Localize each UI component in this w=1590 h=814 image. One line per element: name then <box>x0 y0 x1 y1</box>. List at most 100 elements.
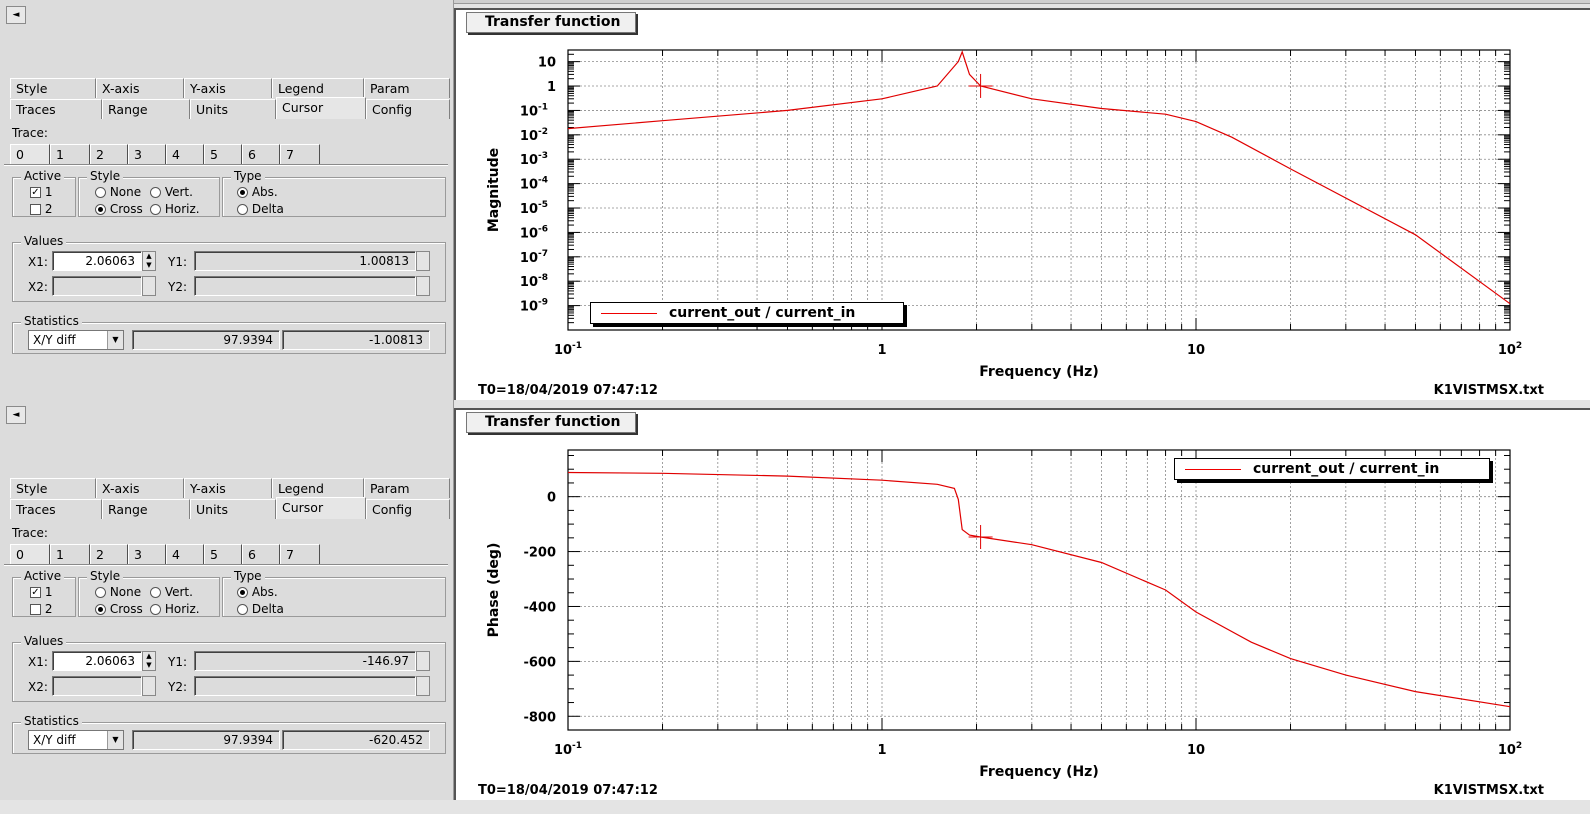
active-title: Active <box>21 169 65 183</box>
x1-stepper[interactable]: ▲ ▼ <box>142 251 156 271</box>
statistics-mode-select[interactable]: X/Y diff ▼ <box>28 730 124 750</box>
trace-tab-1[interactable]: 1 <box>50 544 90 564</box>
tab-param[interactable]: Param <box>364 78 450 98</box>
statistics-value-2: -620.452 <box>282 730 430 750</box>
tab-cursor[interactable]: Cursor <box>276 97 366 119</box>
active-1-label: 1 <box>44 185 53 199</box>
phase-chart[interactable]: 10-1 1 10 102 0 -200 -400 -600 -800 Frequency (Hz… <box>456 410 1590 800</box>
statistics-title: Statistics <box>21 714 82 728</box>
tab-y-axis[interactable]: Y-axis <box>184 478 272 498</box>
trace-tab-6[interactable]: 6 <box>242 544 280 564</box>
y2-field[interactable] <box>194 276 416 296</box>
style-vert-radio[interactable]: Vert. <box>150 185 193 199</box>
plot-pad-0[interactable]: Transfer function 10-1 1 10 102 10 1 10-1 10-2 1… <box>454 8 1590 400</box>
y-tick-label: 10-8 <box>520 273 548 290</box>
tab-y-axis[interactable]: Y-axis <box>184 78 272 98</box>
y1-stepper[interactable] <box>416 251 430 271</box>
trace-tab-3[interactable]: 3 <box>128 144 166 164</box>
y-tick-label: 10-3 <box>520 151 548 168</box>
trace-tab-4[interactable]: 4 <box>166 144 204 164</box>
trace-tab-1[interactable]: 1 <box>50 144 90 164</box>
y2-field[interactable] <box>194 676 416 696</box>
trace-tab-5[interactable]: 5 <box>204 544 242 564</box>
trace-tab-5[interactable]: 5 <box>204 144 242 164</box>
y1-field[interactable]: -146.97 <box>194 651 416 671</box>
trace-tab-2[interactable]: 2 <box>90 544 128 564</box>
trace-tab-bar: 0 1 2 3 4 5 6 7 <box>10 544 320 564</box>
trace-tab-7[interactable]: 7 <box>280 544 320 564</box>
y2-stepper[interactable] <box>416 676 430 696</box>
radio-selected-icon <box>95 204 106 215</box>
y1-field[interactable]: 1.00813 <box>194 251 416 271</box>
plot-row-1: ◄ Style X-axis Y-axis Legend Param Trace… <box>0 400 1590 800</box>
tab-traces[interactable]: Traces <box>10 499 102 519</box>
trace-tab-3[interactable]: 3 <box>128 544 166 564</box>
tab-units[interactable]: Units <box>190 99 276 119</box>
style-cross-radio[interactable]: Cross <box>95 602 143 616</box>
active-1-checkbox[interactable]: ✓ 1 <box>30 185 52 199</box>
trace-tab-7[interactable]: 7 <box>280 144 320 164</box>
tab-x-axis[interactable]: X-axis <box>96 478 184 498</box>
statistics-value-1: 97.9394 <box>132 730 280 750</box>
check-icon: ✓ <box>30 587 41 598</box>
style-horiz-radio[interactable]: Horiz. <box>150 202 200 216</box>
tab-config[interactable]: Config <box>366 99 450 119</box>
x-tick-label: 10 <box>1187 743 1205 758</box>
magnitude-chart[interactable]: 10-1 1 10 102 10 1 10-1 10-2 10-3 10-4 10-5 10-6 10-… <box>456 10 1590 400</box>
collapse-icon[interactable]: ◄ <box>6 406 26 424</box>
tab-cursor[interactable]: Cursor <box>276 497 366 519</box>
tab-param[interactable]: Param <box>364 478 450 498</box>
style-cross-label: Cross <box>109 202 143 216</box>
active-2-checkbox[interactable]: 2 <box>30 202 52 216</box>
type-delta-radio[interactable]: Delta <box>237 202 284 216</box>
active-1-checkbox[interactable]: ✓ 1 <box>30 585 52 599</box>
type-abs-radio[interactable]: Abs. <box>237 185 278 199</box>
tab-legend[interactable]: Legend <box>272 478 364 498</box>
tab-units[interactable]: Units <box>190 499 276 519</box>
tab-style[interactable]: Style <box>10 478 96 498</box>
trace-tab-2[interactable]: 2 <box>90 144 128 164</box>
tab-legend[interactable]: Legend <box>272 78 364 98</box>
style-horiz-label: Horiz. <box>164 202 200 216</box>
x1-stepper[interactable]: ▲ ▼ <box>142 651 156 671</box>
x2-field[interactable] <box>52 676 142 696</box>
y2-stepper[interactable] <box>416 276 430 296</box>
style-none-radio[interactable]: None <box>95 585 141 599</box>
x1-field[interactable]: 2.06063 <box>52 251 142 271</box>
plot-pad-1[interactable]: Transfer function 10-1 1 10 102 0 -200 -400 -60… <box>454 408 1590 800</box>
tab-range[interactable]: Range <box>102 99 190 119</box>
statistics-mode-select[interactable]: X/Y diff ▼ <box>28 330 124 350</box>
tab-config[interactable]: Config <box>366 499 450 519</box>
style-cross-label: Cross <box>109 602 143 616</box>
trace-tab-6[interactable]: 6 <box>242 144 280 164</box>
style-horiz-radio[interactable]: Horiz. <box>150 602 200 616</box>
plot-frame <box>567 49 1511 331</box>
chevron-down-icon: ▼ <box>107 731 123 749</box>
y-tick-label: 10-2 <box>520 127 548 144</box>
filename-label: K1VISTMSX.txt <box>1433 383 1544 398</box>
tab-x-axis[interactable]: X-axis <box>96 78 184 98</box>
style-none-radio[interactable]: None <box>95 185 141 199</box>
tab-range[interactable]: Range <box>102 499 190 519</box>
style-cross-radio[interactable]: Cross <box>95 202 143 216</box>
tab-traces[interactable]: Traces <box>10 99 102 119</box>
active-2-checkbox[interactable]: 2 <box>30 602 52 616</box>
trace-tab-0[interactable]: 0 <box>10 144 50 164</box>
x2-field[interactable] <box>52 276 142 296</box>
trace-tab-0[interactable]: 0 <box>10 544 50 564</box>
plot-title: Transfer function <box>466 412 636 433</box>
y1-stepper[interactable] <box>416 651 430 671</box>
collapse-icon[interactable]: ◄ <box>6 6 26 24</box>
x2-stepper[interactable] <box>142 276 156 296</box>
x1-field[interactable]: 2.06063 <box>52 651 142 671</box>
style-vert-radio[interactable]: Vert. <box>150 585 193 599</box>
type-abs-radio[interactable]: Abs. <box>237 585 278 599</box>
x2-stepper[interactable] <box>142 676 156 696</box>
tab-style[interactable]: Style <box>10 78 96 98</box>
x-tick-label: 1 <box>877 743 886 758</box>
y-axis-title: Magnitude <box>486 148 502 232</box>
trace-tab-4[interactable]: 4 <box>166 544 204 564</box>
t0-label: T0=18/04/2019 07:47:12 <box>478 783 658 798</box>
type-delta-radio[interactable]: Delta <box>237 602 284 616</box>
series-line <box>567 471 1511 708</box>
